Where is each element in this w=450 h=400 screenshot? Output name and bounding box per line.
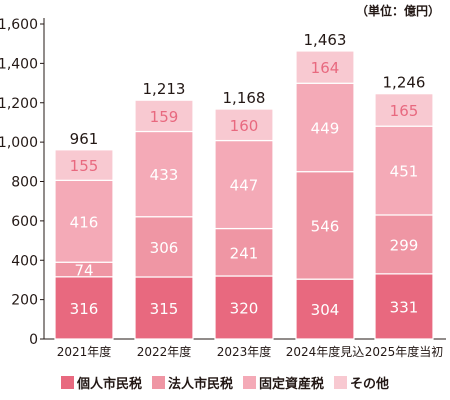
legend-label: 固定資産税 [259,377,325,392]
bar-value-label: 241 [230,244,259,262]
bar-value-label: 316 [70,300,99,318]
bar-segment [374,93,434,127]
chart-legend: 個人市民税 法人市民税 固定資産税 その他 [0,373,450,392]
bar-segment [134,276,194,340]
bar-segment [374,214,434,275]
bar-value-label: 331 [390,298,419,316]
bar-stacks [54,50,434,340]
y-tick-label: 200 [11,293,38,309]
y-tick-label: 0 [29,332,38,348]
unit-label: （単位：億円） [355,4,440,18]
bar-total-label: 1,213 [143,80,186,98]
legend-item: 法人市民税 [151,373,233,392]
bar-value-label: 165 [390,102,419,120]
bar-segment [214,139,274,230]
x-category-label: 2025年度当初 [365,344,444,359]
bar-value-label: 74 [74,262,93,280]
bar-value-label: 155 [70,157,99,175]
legend-label: 法人市民税 [167,377,233,392]
bar-segment [295,82,355,173]
bar-value-label: 449 [311,119,340,137]
legend-swatch [151,376,165,389]
bar-value-label: 433 [150,166,179,184]
bar-segment [214,108,274,142]
y-tick-label: 1,200 [0,96,38,112]
data-labels: 316 74 416 155 961 2021年度 315 306 433 159 1,213 202… [57,31,444,359]
bar-segment [214,275,274,340]
legend-label: 個人市民税 [76,377,142,392]
bar-segment [295,50,355,84]
legend-swatch [334,376,348,389]
y-tick-label: 1,400 [0,56,38,72]
bar-segment [54,179,114,263]
bar-value-label: 546 [311,217,340,235]
bar-total-label: 1,463 [304,31,347,49]
bar-segment [54,276,114,340]
bar-value-label: 304 [311,301,340,319]
legend-swatch [60,376,74,389]
legend-swatch [243,376,256,389]
bar-value-label: 447 [230,177,259,195]
bar-value-label: 159 [150,108,179,126]
bar-segment [54,149,114,181]
bar-total-label: 1,246 [383,74,426,92]
y-tick-label: 1,600 [0,17,38,33]
bar-segment [295,278,355,340]
bar-total-label: 961 [70,130,99,148]
bar-segment [374,125,434,216]
x-category-label: 2023年度 [217,344,272,359]
bar-value-label: 306 [150,239,179,257]
x-category-label: 2022年度 [137,344,192,359]
bar-value-label: 451 [390,163,419,181]
bar-segment [374,273,434,340]
chart-axes: 0 200 400 600 800 1,000 1,200 1,400 1,600 [0,17,446,348]
bar-total-label: 1,168 [223,89,266,107]
x-category-label: 2024年度見込 [286,344,365,359]
bar-segment [134,130,194,218]
bar-value-label: 299 [390,236,419,254]
bar-value-label: 320 [230,300,259,318]
bar-value-label: 160 [230,117,259,135]
y-tick-label: 400 [11,253,38,269]
bar-value-label: 416 [70,213,99,231]
bar-segment [134,216,194,278]
x-category-label: 2021年度 [57,344,112,359]
bar-segment [134,99,194,133]
y-tick-label: 600 [11,214,38,230]
legend-item: 個人市民税 [60,373,142,392]
legend-label: その他 [350,377,390,392]
bar-value-label: 164 [311,59,340,77]
bar-value-label: 315 [150,300,179,318]
y-tick-label: 1,000 [0,135,38,151]
bar-segment [214,227,274,277]
legend-item: その他 [334,373,389,392]
legend-item: 固定資産税 [243,373,324,392]
y-tick-label: 800 [11,175,38,191]
